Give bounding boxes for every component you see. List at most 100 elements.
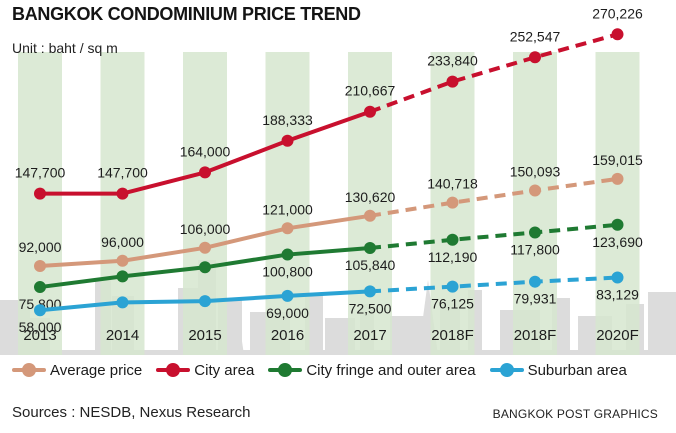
data-label: 117,800 xyxy=(510,241,560,257)
data-point xyxy=(34,187,46,200)
data-point xyxy=(529,51,541,64)
year-column xyxy=(348,52,392,355)
data-label: 96,000 xyxy=(101,234,144,250)
legend-label-suburban: Suburban area xyxy=(527,361,627,379)
data-point xyxy=(116,187,129,200)
data-label: 147,700 xyxy=(97,165,148,181)
data-label: 252,547 xyxy=(510,28,561,44)
legend-swatch-suburban xyxy=(489,363,524,377)
data-point xyxy=(529,226,541,239)
data-point xyxy=(116,296,129,309)
legend-swatch-fringe xyxy=(268,363,303,377)
data-label: 159,015 xyxy=(592,152,643,168)
data-point xyxy=(281,248,294,261)
data-point xyxy=(364,209,376,222)
data-point xyxy=(611,218,624,231)
skyline-spire xyxy=(228,300,244,355)
year-column xyxy=(595,52,640,355)
data-label: 188,333 xyxy=(262,112,313,128)
data-label: 270,226 xyxy=(592,5,643,21)
year-column xyxy=(183,52,227,355)
data-point xyxy=(34,304,46,317)
x-tick-label: 2016 xyxy=(271,327,304,344)
data-point xyxy=(116,270,129,283)
series-line-forecast xyxy=(369,222,618,250)
year-column xyxy=(265,52,310,355)
data-point xyxy=(364,105,376,118)
data-point xyxy=(281,222,294,235)
legend-label-fringe: City fringe and outer area xyxy=(306,361,476,379)
series-line-forecast xyxy=(369,176,618,218)
x-tick-label: 2018F xyxy=(431,327,474,344)
data-label: 233,840 xyxy=(427,53,478,69)
data-point xyxy=(611,271,624,284)
data-label: 69,000 xyxy=(266,305,309,321)
legend-item-fringe: City fringe and outer area xyxy=(268,361,476,379)
x-tick-label: 2013 xyxy=(23,327,56,344)
data-label: 147,700 xyxy=(15,165,66,181)
skyline-ground xyxy=(0,350,676,355)
data-label: 72,500 xyxy=(349,300,392,316)
data-label: 150,093 xyxy=(510,163,561,179)
data-point xyxy=(446,196,459,209)
data-label: 130,620 xyxy=(345,189,396,205)
year-column xyxy=(100,52,145,355)
data-label: 92,000 xyxy=(19,239,62,255)
data-label: 112,190 xyxy=(428,249,478,265)
data-point xyxy=(116,254,129,267)
credit-text: BANGKOK POST GRAPHICS xyxy=(492,407,658,421)
data-label: 58,000 xyxy=(19,319,62,335)
data-label: 210,667 xyxy=(345,83,396,99)
data-point xyxy=(611,28,624,41)
data-point xyxy=(281,134,294,147)
data-point xyxy=(611,172,624,185)
data-point xyxy=(446,280,459,293)
legend-label-city: City area xyxy=(194,361,255,379)
unit-label: Unit : baht / sq m xyxy=(12,40,118,56)
x-tick-label: 2017 xyxy=(353,327,386,344)
data-label: 106,000 xyxy=(180,221,231,237)
data-point xyxy=(446,75,459,88)
data-point xyxy=(199,295,211,308)
data-point xyxy=(364,242,376,255)
data-label: 79,931 xyxy=(514,291,557,307)
x-tick-label: 2015 xyxy=(188,327,221,344)
sources-text: Sources : NESDB, Nexus Research xyxy=(12,404,251,421)
data-label: 100,800 xyxy=(262,264,313,280)
data-point xyxy=(34,260,46,272)
year-column xyxy=(513,52,557,355)
data-point xyxy=(199,261,211,274)
legend-item-city: City area xyxy=(156,362,254,379)
data-point xyxy=(529,184,541,197)
year-columns xyxy=(18,52,640,355)
data-label: 83,129 xyxy=(596,287,639,303)
data-point xyxy=(281,289,294,302)
data-label: 164,000 xyxy=(180,143,231,159)
data-label: 105,840 xyxy=(345,257,396,273)
data-point xyxy=(199,166,211,179)
data-point xyxy=(34,281,46,294)
x-tick-label: 2014 xyxy=(106,327,139,344)
legend-swatch-city xyxy=(156,363,191,377)
data-label: 121,000 xyxy=(262,201,313,217)
x-tick-label: 2018F xyxy=(514,327,557,344)
data-point xyxy=(529,275,541,288)
data-label: 140,718 xyxy=(427,176,478,192)
legend-item-average: Average price xyxy=(12,362,142,379)
skyline-building xyxy=(648,292,676,355)
data-point xyxy=(446,233,459,246)
data-point xyxy=(364,285,376,298)
series-line-forecast xyxy=(369,32,619,114)
legend: Average price City area City fringe and … xyxy=(12,355,664,385)
x-axis-tick-labels: 2013 2014 2015 2016 2017 2018F 2018F 2020F xyxy=(23,327,638,344)
legend-label-average: Average price xyxy=(50,361,143,379)
series-line-forecast xyxy=(369,275,618,294)
chart-title: BANGKOK CONDOMINIUM PRICE TREND xyxy=(12,4,361,24)
chart-series: 147,700 147,700 164,000 188,333 210,667 233,8… xyxy=(15,5,643,335)
x-tick-label: 2020F xyxy=(596,327,639,344)
legend-item-suburban: Suburban area xyxy=(489,361,627,379)
data-label: 76,125 xyxy=(431,296,474,312)
data-label: 123,690 xyxy=(592,234,643,250)
legend-swatch-average xyxy=(12,363,46,377)
